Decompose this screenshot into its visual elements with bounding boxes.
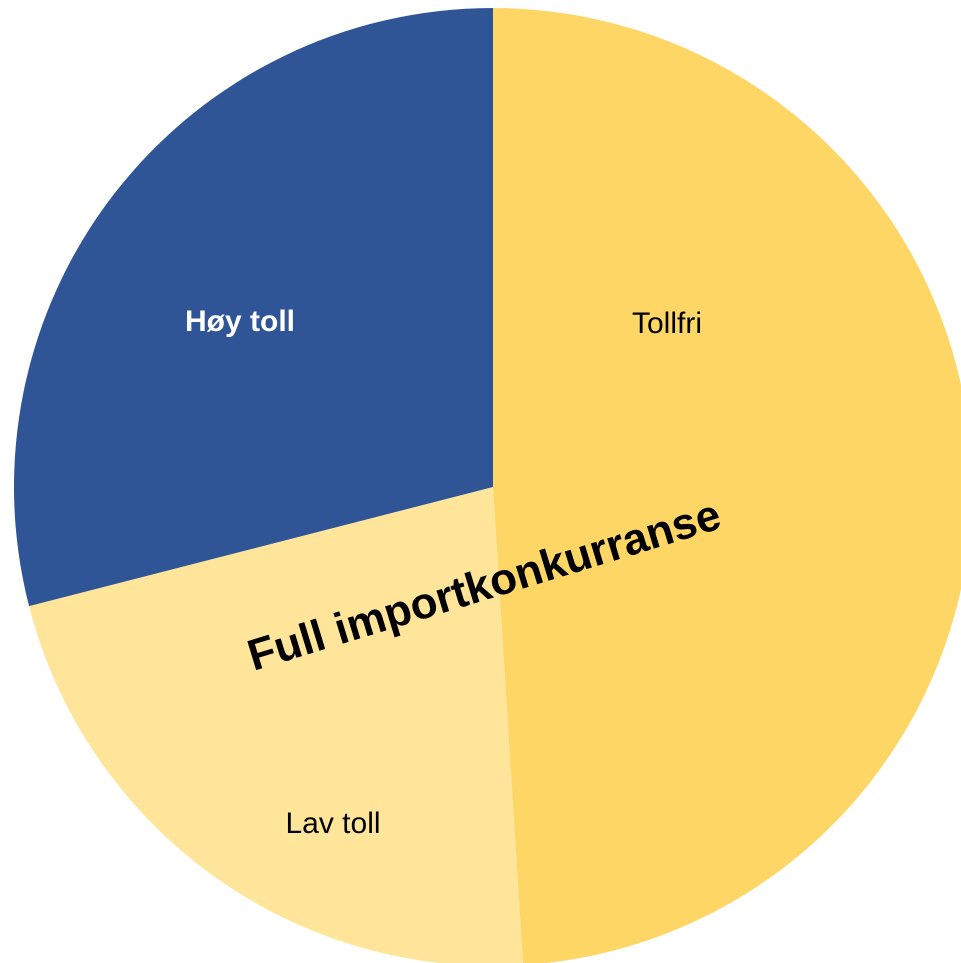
pie-slice: [493, 8, 961, 963]
slice-label: Lav toll: [285, 807, 380, 840]
pie-slice: [13, 8, 494, 607]
pie: [13, 8, 961, 963]
slice-label: Høy toll: [185, 305, 295, 338]
slice-labels: Tollfri Lav toll Høy toll: [185, 305, 702, 840]
pie-slice: [29, 487, 523, 963]
slice-label: Tollfri: [632, 307, 702, 340]
